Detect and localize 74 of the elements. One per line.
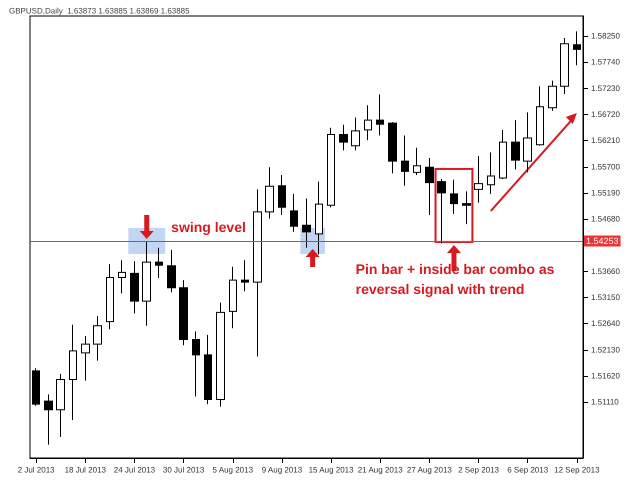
y-tick-label: 1.53660: [591, 266, 620, 276]
candlestick: [462, 190, 471, 225]
candlestick: [450, 179, 458, 214]
candlestick: [523, 112, 532, 173]
candlestick: [69, 324, 77, 421]
candlestick: [413, 147, 421, 176]
candlestick: [425, 158, 434, 216]
chart-title: GBPUSD,Daily 1.63873 1.63885 1.63869 1.63885: [9, 6, 190, 16]
y-tick-label: 1.52640: [591, 319, 620, 328]
x-tick-label: 2 Jul 2013: [18, 466, 56, 474]
candlestick: [118, 260, 126, 294]
candlestick: [241, 260, 249, 292]
y-tick-label: 1.51620: [591, 371, 620, 380]
y-tick-label: 1.55700: [591, 162, 620, 172]
y-tick-label: 1.54680: [591, 214, 620, 224]
x-tick-label: 6 Sep 2013: [507, 466, 549, 474]
x-tick-label: 30 Jul 2013: [162, 466, 205, 474]
y-tick-label: 1.56720: [591, 110, 620, 119]
candlestick: [44, 394, 53, 446]
annotation: swing level: [171, 218, 247, 237]
candlestick: [229, 266, 237, 329]
x-tick-label: 18 Jul 2013: [64, 466, 107, 474]
candlestick: [192, 330, 200, 397]
candlestick: [32, 368, 40, 406]
candlestick: [487, 152, 495, 194]
candlestick: [401, 134, 409, 186]
candlestick: [388, 122, 397, 174]
y-tick-label: 1.56210: [591, 136, 620, 146]
x-tick-label: 9 Aug 2013: [262, 466, 303, 474]
candlestick: [56, 373, 65, 438]
y-tick-label: 1.58250: [591, 32, 620, 40]
candlestick: [167, 249, 176, 293]
x-tick-label: 27 Aug 2013: [406, 466, 452, 474]
candlestick: [560, 38, 569, 94]
candlestick: [351, 117, 360, 151]
y-tick-label: 1.53150: [591, 293, 620, 302]
candlestick: [142, 240, 151, 326]
x-tick-label: 2 Sep 2013: [458, 466, 500, 474]
y-tick-label: 1.55190: [591, 188, 620, 198]
candlestick: [179, 280, 188, 346]
candlestick: [302, 198, 311, 248]
candlestick: [253, 188, 262, 357]
candlestick: [327, 127, 335, 208]
candlestick: [376, 94, 384, 136]
x-tick-label: 5 Aug 2013: [212, 466, 254, 474]
candlestick: [155, 247, 163, 279]
y-tick-label: 1.57740: [591, 58, 620, 67]
candlestick: [216, 302, 225, 408]
candlestick: [315, 181, 323, 255]
x-tick-label: 21 Aug 2013: [358, 466, 404, 474]
candlestick: [474, 155, 483, 204]
candlestick: [93, 315, 102, 362]
candlestick: [290, 193, 298, 232]
y-tick-label: 1.52130: [591, 345, 620, 354]
candlestick: [511, 120, 520, 170]
candlestick: [536, 86, 544, 146]
candlestick: [437, 178, 446, 244]
x-tick-label: 24 Jul 2013: [114, 466, 156, 474]
candlestick: [106, 264, 114, 330]
candlestick: [278, 174, 286, 216]
candlestick: [573, 30, 581, 66]
candlestick: [204, 334, 212, 405]
x-tick-label: 12 Sep 2013: [554, 466, 600, 474]
candlestick: [499, 129, 507, 180]
candlestick: [364, 104, 372, 141]
candlestick: [265, 166, 274, 220]
candlestick: [130, 260, 139, 314]
y-tick-label: 1.57230: [591, 84, 620, 93]
y-tick-label: 1.51110: [591, 398, 620, 407]
candlestick: [81, 335, 90, 382]
candlestick: [339, 124, 348, 151]
x-tick-label: 15 Aug 2013: [308, 466, 354, 474]
candlestick: [548, 80, 557, 112]
ref-line-label: 1.54253: [586, 236, 619, 246]
